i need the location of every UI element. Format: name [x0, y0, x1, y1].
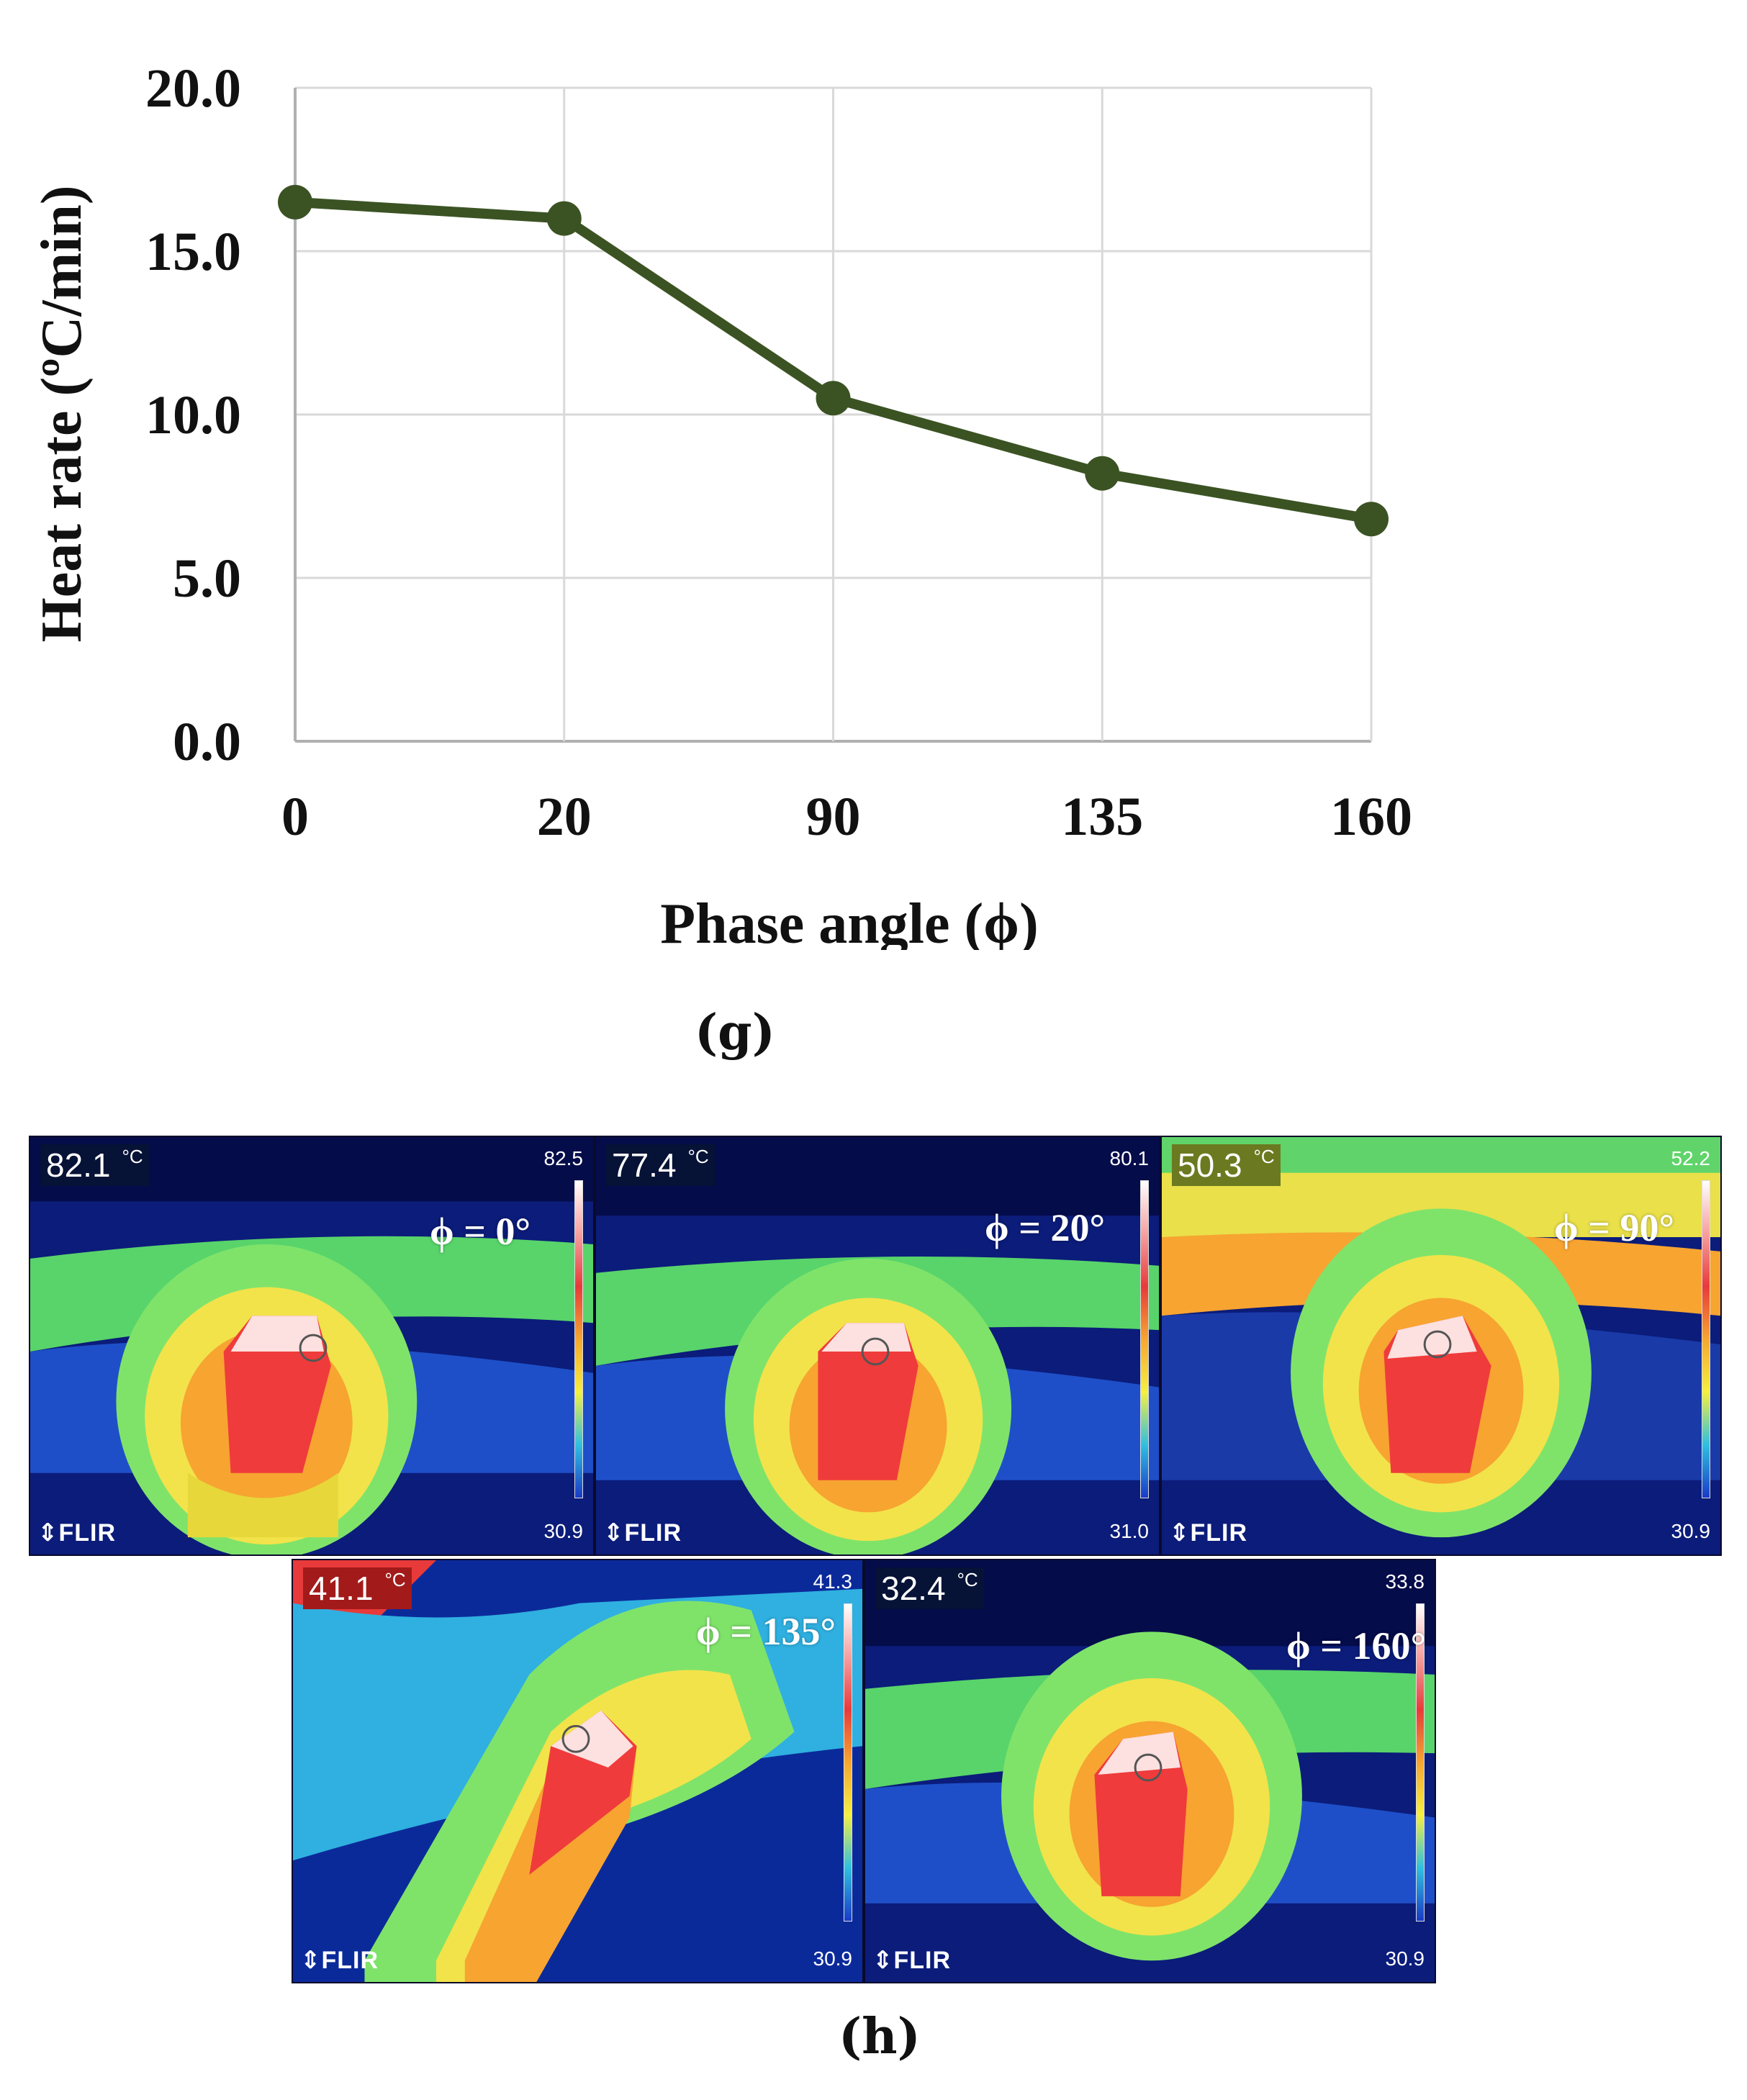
temperature-reading: 41.1 °C	[303, 1567, 412, 1609]
phase-annotation: ϕ = 0°	[430, 1210, 531, 1253]
phase-annotation: ϕ = 20°	[985, 1206, 1106, 1249]
phase-annotation: ϕ = 90°	[1554, 1206, 1675, 1249]
temperature-reading: 82.1 °C	[40, 1144, 149, 1186]
scale-min: 30.9	[1671, 1520, 1711, 1542]
y-axis-ticks: 0.0 5.0 10.0 15.0 20.0	[145, 58, 241, 772]
phase-annotation: ϕ = 160°	[1286, 1624, 1427, 1667]
flir-logo: ⇕FLIR	[37, 1519, 117, 1547]
temperature-reading: 50.3 °C	[1172, 1144, 1281, 1186]
x-tick-label: 90	[806, 787, 861, 847]
scale-max: 82.5	[543, 1147, 584, 1169]
data-point-90	[816, 381, 851, 416]
color-scale-bar	[844, 1603, 852, 1922]
thermal-image-phase-20: 77.4 °C 80.1 31.0 ⇕FLIR ϕ = 20°	[595, 1136, 1160, 1556]
thermal-image-phase-0: 82.1 °C 82.5 30.9 ⇕FLIR ϕ = 0°	[29, 1136, 595, 1556]
data-point-135	[1085, 456, 1120, 491]
series-heat-rate	[278, 184, 1389, 537]
scale-min: 30.9	[1385, 1947, 1425, 1970]
x-tick-label: 20	[537, 787, 592, 847]
data-point-20	[546, 201, 582, 236]
thermal-scene	[293, 1560, 862, 1982]
scale-max: 33.8	[1385, 1570, 1425, 1593]
x-axis-ticks: 0 20 90 135 160	[281, 787, 1412, 847]
color-scale-bar	[574, 1180, 583, 1498]
y-tick-label: 0.0	[173, 712, 241, 772]
y-tick-label: 15.0	[145, 222, 241, 282]
scale-max: 80.1	[1109, 1147, 1150, 1169]
flir-logo: ⇕FLIR	[603, 1519, 682, 1547]
x-tick-label: 0	[281, 787, 309, 847]
color-scale-bar	[1702, 1180, 1710, 1498]
x-axis-title: Phase angle (ϕ)	[660, 892, 1038, 950]
panel-label-h: (h)	[839, 2008, 921, 2065]
thermal-image-phase-160: 32.4 °C 33.8 30.9 ⇕FLIR ϕ = 160°	[864, 1559, 1436, 1983]
flir-logo: ⇕FLIR	[1169, 1519, 1248, 1547]
scale-max: 52.2	[1671, 1147, 1711, 1169]
data-point-0	[278, 184, 312, 219]
heat-rate-chart: 0.0 5.0 10.0 15.0 20.0 0 20 90 135 160 Phase ang…	[30, 58, 1412, 950]
temperature-reading: 32.4 °C	[875, 1567, 984, 1609]
thermal-image-phase-135: 41.1 °C 41.3 30.9 ⇕FLIR ϕ = 135°	[292, 1559, 864, 1983]
flir-logo: ⇕FLIR	[872, 1947, 952, 1974]
data-point-160	[1354, 502, 1389, 537]
y-tick-label: 5.0	[173, 548, 241, 609]
y-axis-title: Heat rate (ºC/min)	[30, 185, 94, 642]
panel-label-g: (g)	[695, 1004, 775, 1062]
scale-max: 41.3	[813, 1570, 853, 1593]
y-tick-label: 10.0	[145, 385, 241, 445]
scale-min: 30.9	[813, 1947, 853, 1970]
color-scale-bar	[1416, 1603, 1425, 1922]
temperature-reading: 77.4 °C	[606, 1144, 715, 1186]
color-scale-bar	[1140, 1180, 1149, 1498]
x-tick-label: 135	[1061, 787, 1143, 847]
x-tick-label: 160	[1330, 787, 1412, 847]
thermal-scene	[1162, 1137, 1720, 1554]
thermal-scene	[865, 1560, 1435, 1982]
scale-min: 30.9	[543, 1520, 584, 1542]
y-tick-label: 20.0	[145, 58, 241, 119]
thermal-scene	[596, 1137, 1159, 1554]
thermal-scene	[30, 1137, 593, 1554]
phase-annotation: ϕ = 135°	[696, 1610, 836, 1653]
scale-min: 31.0	[1109, 1520, 1150, 1542]
flir-logo: ⇕FLIR	[300, 1947, 379, 1974]
thermal-image-phase-90: 50.3 °C 52.2 30.9 ⇕FLIR ϕ = 90°	[1160, 1136, 1722, 1556]
